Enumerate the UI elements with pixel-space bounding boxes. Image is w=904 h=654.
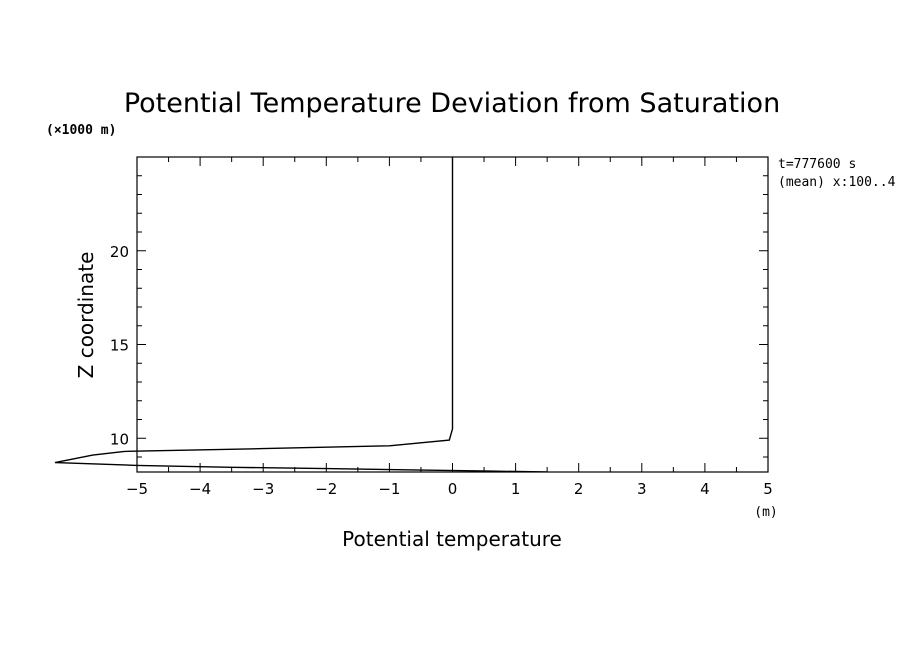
series-line [54,157,548,472]
y-tick-label: 20 [110,243,129,261]
series-layer [54,157,548,472]
x-tick-label: −4 [189,480,211,498]
annotation-mean: (mean) x:100..4 [778,175,896,190]
x-tick-label: 5 [763,480,773,498]
chart-title: Potential Temperature Deviation from Sat… [124,88,780,119]
y-unit-label: (×1000 m) [46,123,116,138]
x-axis-label: Potential temperature [342,527,562,551]
x-tick-label: 4 [700,480,710,498]
x-tick-label: −2 [315,480,337,498]
annotation-time: t=777600 s [778,157,856,172]
y-axis-label: Z coordinate [74,252,98,379]
x-tick-label: 0 [448,480,458,498]
x-tick-label: −3 [252,480,274,498]
y-tick-label: 10 [110,430,129,448]
x-tick-label: −5 [126,480,148,498]
tick-labels: −5 −4 −3 −2 −1 0 1 2 3 4 5 10 15 20 [110,243,773,498]
x-tick-label: 2 [574,480,584,498]
y-tick-label: 15 [110,337,129,355]
x-tick-label: 3 [637,480,647,498]
x-unit-label: (m) [754,505,777,520]
x-tick-label: 1 [511,480,521,498]
x-tick-label: −1 [378,480,400,498]
